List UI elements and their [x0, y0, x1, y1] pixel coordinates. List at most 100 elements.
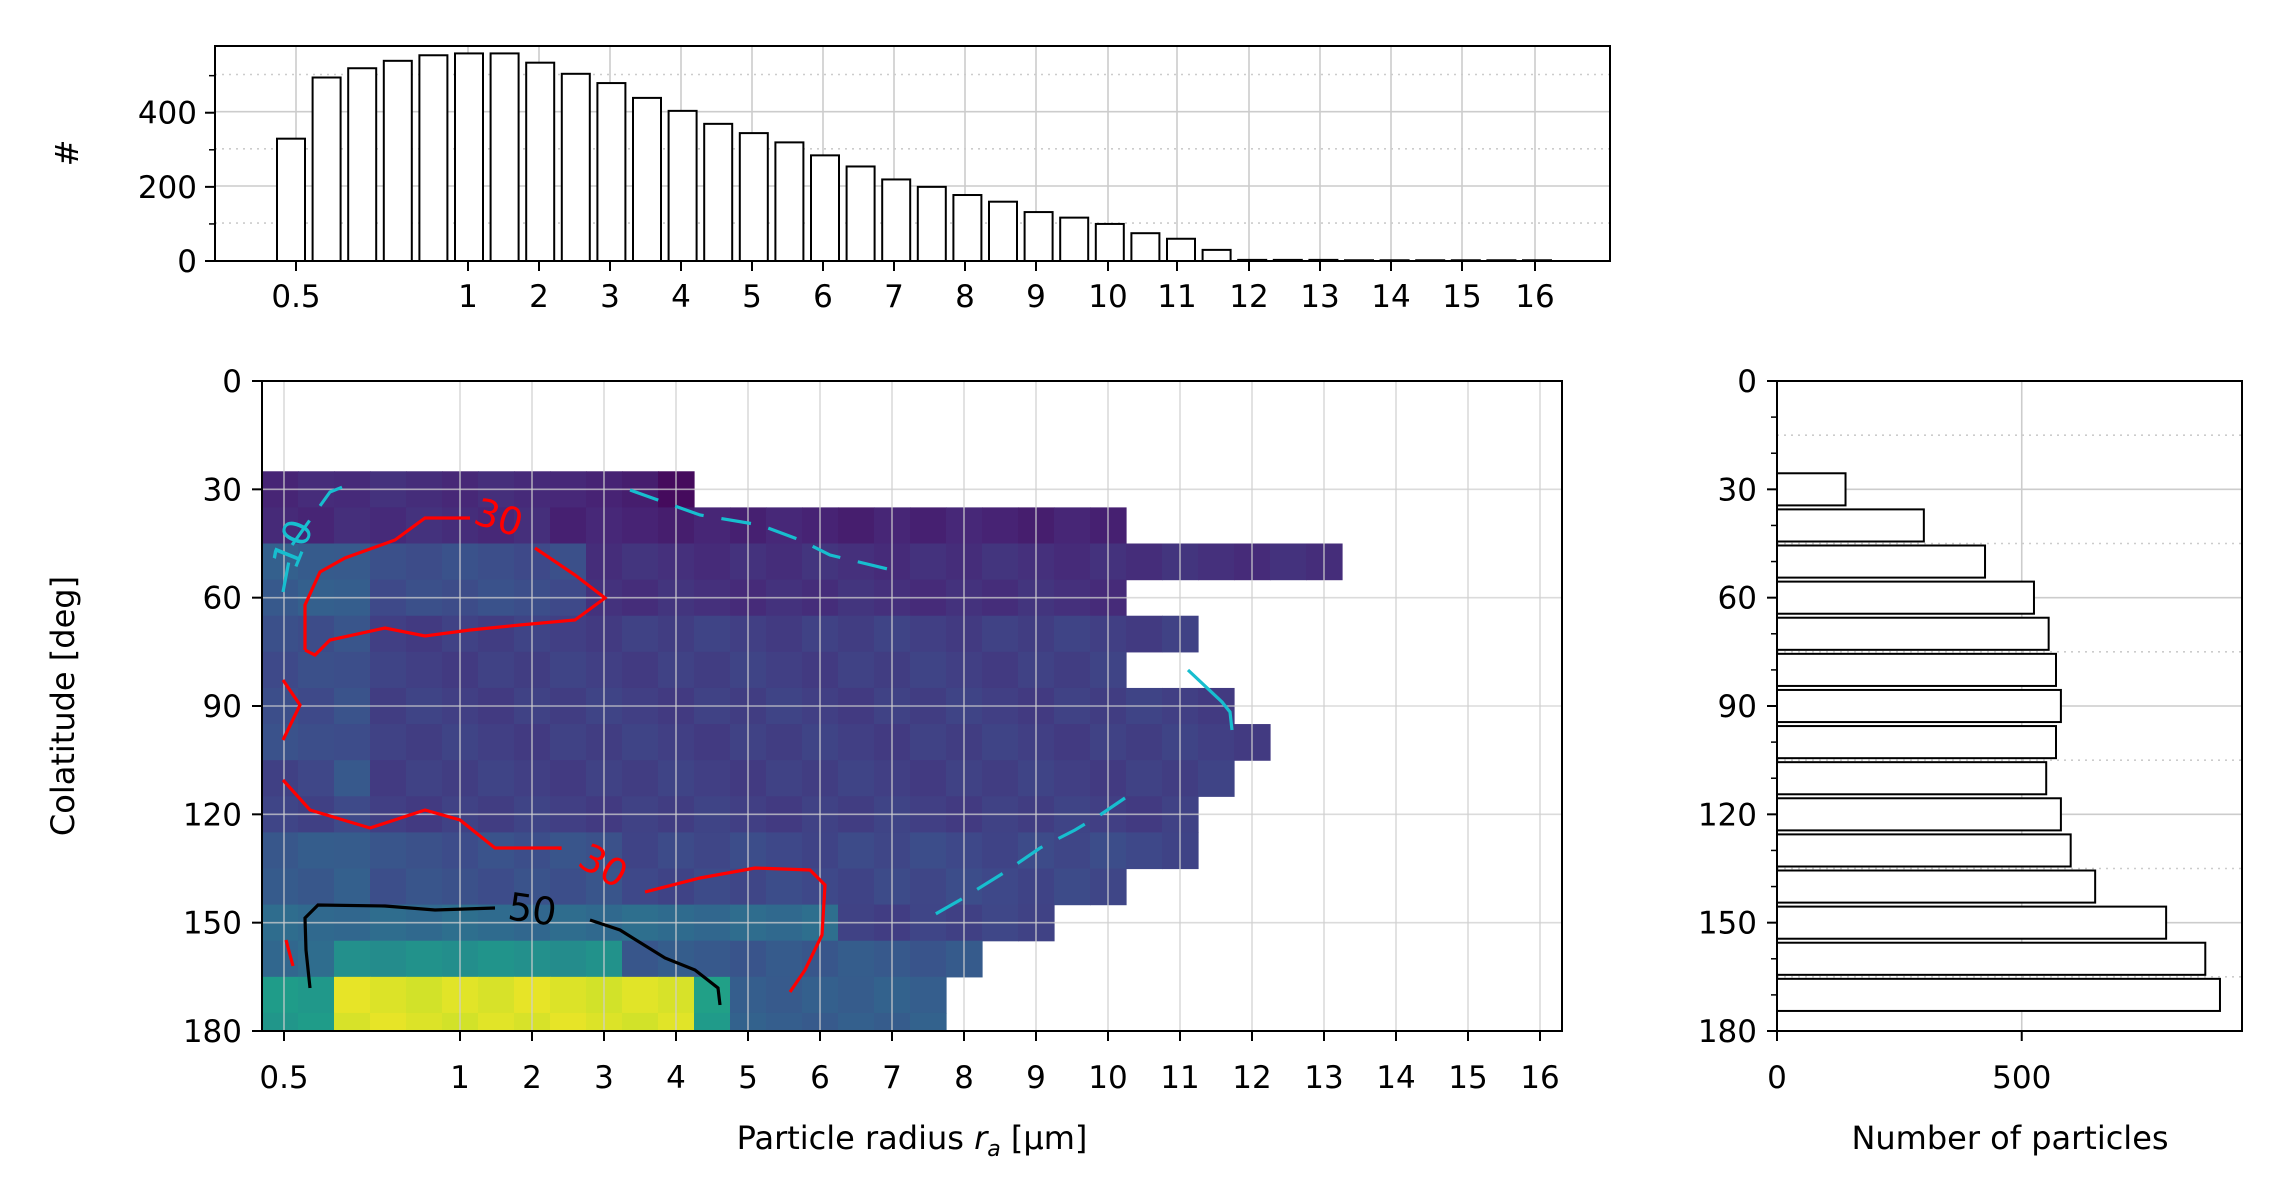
heat-cell-13-16 — [838, 940, 875, 978]
heat-cell-7-10 — [622, 724, 659, 761]
side-bar-7 — [1776, 725, 2057, 760]
side-bar-5 — [1776, 652, 2057, 687]
heat-cell-13-1 — [298, 940, 335, 978]
main-x-tick-4: 4 — [666, 1060, 686, 1096]
x-axis-label-unit: [µm] — [1011, 1119, 1088, 1157]
heat-cell-2-28 — [1270, 543, 1307, 581]
heat-cell-4-10 — [622, 615, 659, 653]
heat-cell-10-2 — [334, 832, 371, 870]
top-bar-4 — [418, 54, 449, 262]
heat-cell-4-18 — [910, 615, 947, 653]
heat-cell-14-4 — [406, 976, 443, 1014]
heat-cell-1-6 — [478, 507, 515, 545]
top-x-tick-5: 5 — [742, 279, 762, 315]
heat-cell-14-18 — [910, 976, 947, 1014]
contour-30-bottom-left — [284, 939, 295, 967]
contour-30-upper — [303, 516, 608, 657]
top-bar-22 — [1059, 216, 1090, 262]
contour-10-upper-right — [629, 488, 901, 574]
heat-cell-13-18 — [910, 940, 947, 978]
side-bar-1 — [1776, 508, 1925, 543]
contour-10-upper-left — [281, 480, 356, 593]
top-x-tick-14: 14 — [1371, 279, 1410, 315]
heat-cell-11-22 — [1054, 868, 1091, 906]
main-x-tick-6: 6 — [810, 1060, 830, 1096]
heat-cell-15-3 — [370, 1012, 407, 1031]
top-bar-18 — [916, 185, 947, 263]
heat-cell-13-8 — [550, 940, 587, 978]
heat-cell-8-2 — [334, 760, 371, 797]
side-bar-2 — [1776, 544, 1987, 579]
heat-cell-4-16 — [838, 615, 875, 653]
main-x-tick-15: 15 — [1448, 1060, 1487, 1096]
heat-cell-5-10 — [622, 651, 659, 689]
heat-cell-7-24 — [1126, 724, 1163, 761]
heat-cell-1-8 — [550, 507, 587, 545]
main-y-tick-60: 60 — [203, 581, 242, 617]
side-bar-11 — [1776, 869, 2097, 904]
heat-cell-15-10 — [622, 1012, 659, 1031]
top-x-tick-15: 15 — [1442, 279, 1481, 315]
heat-cell-10-20 — [982, 832, 1019, 870]
heat-cell-7-14 — [766, 724, 803, 761]
main-y-axis-label: Colatitude [deg] — [44, 576, 82, 836]
heat-cell-15-2 — [334, 1012, 371, 1031]
top-bar-23 — [1094, 222, 1125, 262]
side-histogram-bars — [1776, 472, 2221, 1012]
heat-cell-1-14 — [766, 507, 803, 545]
heat-cell-5-0 — [262, 651, 299, 689]
main-y-tick-90: 90 — [203, 689, 242, 725]
top-bar-9 — [596, 82, 627, 262]
heat-cell-11-6 — [478, 868, 515, 906]
main-y-tick-120: 120 — [183, 797, 242, 833]
heat-cell-8-24 — [1126, 760, 1163, 797]
top-bar-16 — [845, 165, 876, 262]
main-x-tick-7: 7 — [882, 1060, 902, 1096]
heat-cell-4-12 — [694, 615, 731, 653]
x-axis-label-subscript: a — [987, 1137, 1000, 1162]
heat-cell-8-20 — [982, 760, 1019, 797]
main-x-tick-8: 8 — [954, 1060, 974, 1096]
contour-lines — [281, 480, 1234, 1006]
top-y-axis-label: # — [48, 140, 86, 167]
top-bar-19 — [952, 194, 983, 262]
heat-cell-2-22 — [1054, 543, 1091, 581]
main-x-ticks: 0.5 1 2 3 4 5 6 7 8 9 10 11 12 13 14 15 16 — [259, 1031, 1560, 1096]
heat-cell-15-18 — [910, 1012, 947, 1031]
heat-cell-1-18 — [910, 507, 947, 545]
heat-cell-10-4 — [406, 832, 443, 870]
side-bar-10 — [1776, 833, 2072, 868]
side-y-tick-120: 120 — [1698, 797, 1757, 833]
top-bar-17 — [881, 178, 912, 262]
top-x-tick-3: 3 — [600, 279, 620, 315]
top-x-tick-8: 8 — [955, 279, 975, 315]
side-bar-14 — [1776, 977, 2221, 1012]
heat-cell-11-2 — [334, 868, 371, 906]
contour-50 — [303, 903, 722, 1006]
heat-cell-1-0 — [262, 507, 299, 545]
heat-cell-5-18 — [910, 651, 947, 689]
side-bar-8 — [1776, 761, 2048, 796]
heat-cell-1-16 — [838, 507, 875, 545]
heat-cell-4-3 — [370, 615, 407, 653]
side-y-tick-180: 180 — [1698, 1014, 1757, 1050]
heat-cell-2-3 — [370, 543, 407, 581]
heat-cell-7-12 — [694, 724, 731, 761]
main-x-tick-1: 1 — [450, 1060, 470, 1096]
top-bar-7 — [525, 61, 556, 263]
heat-cell-13-4 — [406, 940, 443, 978]
heat-cell-2-20 — [982, 543, 1019, 581]
heat-cell-14-1 — [298, 976, 335, 1014]
heat-cell-11-8 — [550, 868, 587, 906]
top-x-tick-11: 11 — [1157, 279, 1196, 315]
heat-cell-15-6 — [478, 1012, 515, 1031]
top-bar-13 — [738, 132, 769, 263]
heat-cell-14-3 — [370, 976, 407, 1014]
heat-cell-7-22 — [1054, 724, 1091, 761]
heat-cell-2-1 — [298, 543, 335, 581]
heat-cell-1-2 — [334, 507, 371, 545]
top-bar-2 — [347, 67, 378, 262]
heat-cell-4-20 — [982, 615, 1019, 653]
